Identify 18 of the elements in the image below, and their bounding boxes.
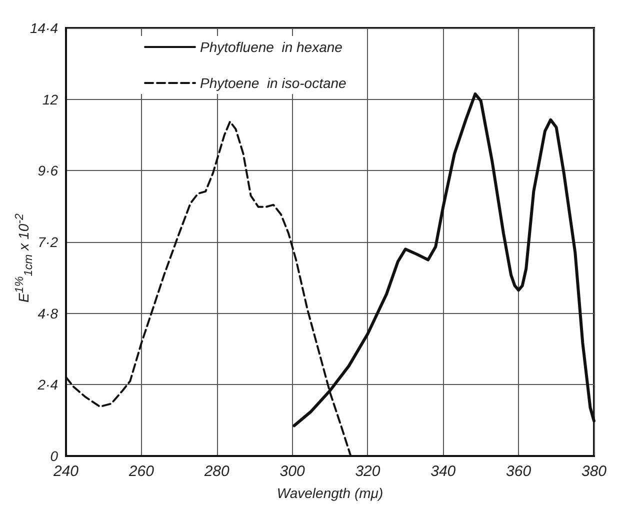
x-tick-label: 260 <box>128 463 155 480</box>
x-tick-label: 300 <box>280 463 306 480</box>
legend-label: Phytoene in iso-octane <box>200 75 347 91</box>
x-tick-label: 360 <box>506 463 532 480</box>
y-tick-label: 4·8 <box>38 305 58 322</box>
x-tick-label: 340 <box>430 463 456 480</box>
legend-label: Phytofluene in hexane <box>200 39 343 55</box>
y-tick-label: 2·4 <box>36 376 58 393</box>
y-tick-label: 12 <box>42 91 58 108</box>
y-tick-label: 7·2 <box>38 234 58 250</box>
y-tick-label: 9·6 <box>38 162 58 179</box>
x-tick-label: 240 <box>52 463 80 480</box>
y-tick-label: 14·4 <box>30 20 58 36</box>
y-tick-label: 0 <box>50 448 58 464</box>
x-tick-label: 320 <box>355 463 381 480</box>
x-tick-label: 280 <box>203 463 230 480</box>
x-axis-title: Wavelength (mμ) <box>276 485 384 501</box>
x-tick-label: 380 <box>581 463 608 480</box>
